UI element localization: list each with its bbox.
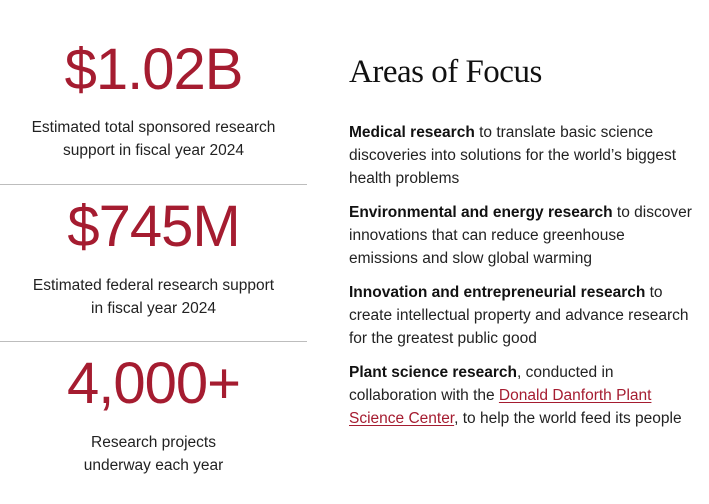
stat-value: $1.02B xyxy=(64,37,244,102)
focus-item-medical: Medical research to translate basic scie… xyxy=(349,121,694,190)
stat-value: $745M xyxy=(67,194,240,259)
focus-item-heading: Innovation and entrepreneurial research xyxy=(349,284,646,301)
focus-item-environmental: Environmental and energy research to dis… xyxy=(349,201,694,270)
stat-description-line: Estimated total sponsored research xyxy=(31,119,276,136)
stat-sponsored-research: $1.02B Estimated total sponsored researc… xyxy=(0,0,307,162)
stat-description-line: Research projects xyxy=(91,434,216,451)
stat-federal-research: $745M Estimated federal research support… xyxy=(0,198,307,320)
stats-column: $1.02B Estimated total sponsored researc… xyxy=(0,0,307,474)
section-title: Areas of Focus xyxy=(349,54,542,90)
focus-item-innovation: Innovation and entrepreneurial research … xyxy=(349,281,694,350)
focus-item-text: , to help the world feed its people xyxy=(454,410,682,427)
stat-description-line: support in fiscal year 2024 xyxy=(63,142,244,159)
stat-description: Estimated total sponsored research suppo… xyxy=(0,116,307,162)
focus-item-text: to translate basic science discoveries i… xyxy=(349,124,677,187)
focus-item-text: to discover innovations that can reduce … xyxy=(349,204,692,267)
focus-item-heading: Medical research xyxy=(349,124,475,141)
focus-item-plant-science: Plant science research, conducted in col… xyxy=(349,361,694,430)
danforth-center-link[interactable]: Donald Danforth Plant Science Center xyxy=(349,387,652,427)
focus-item-text: , conducted in collaboration with the xyxy=(349,364,614,404)
focus-item-heading: Environmental and energy research xyxy=(349,204,613,221)
focus-item-heading: Plant science research xyxy=(349,364,518,381)
divider xyxy=(0,184,307,185)
areas-of-focus: Areas of Focus Medical research to trans… xyxy=(349,52,694,441)
stat-description: Research projects underway each year xyxy=(0,431,307,477)
stat-description-line: Estimated federal research support xyxy=(32,277,275,294)
divider xyxy=(0,341,307,342)
stat-description: Estimated federal research support in fi… xyxy=(0,274,307,320)
stat-description-line: in fiscal year 2024 xyxy=(91,300,216,317)
stat-research-projects: 4,000+ Research projects underway each y… xyxy=(0,355,307,477)
stat-value: 4,000+ xyxy=(66,351,241,416)
stat-description-line: underway each year xyxy=(83,457,224,474)
focus-item-text: to create intellectual property and adva… xyxy=(349,284,689,347)
